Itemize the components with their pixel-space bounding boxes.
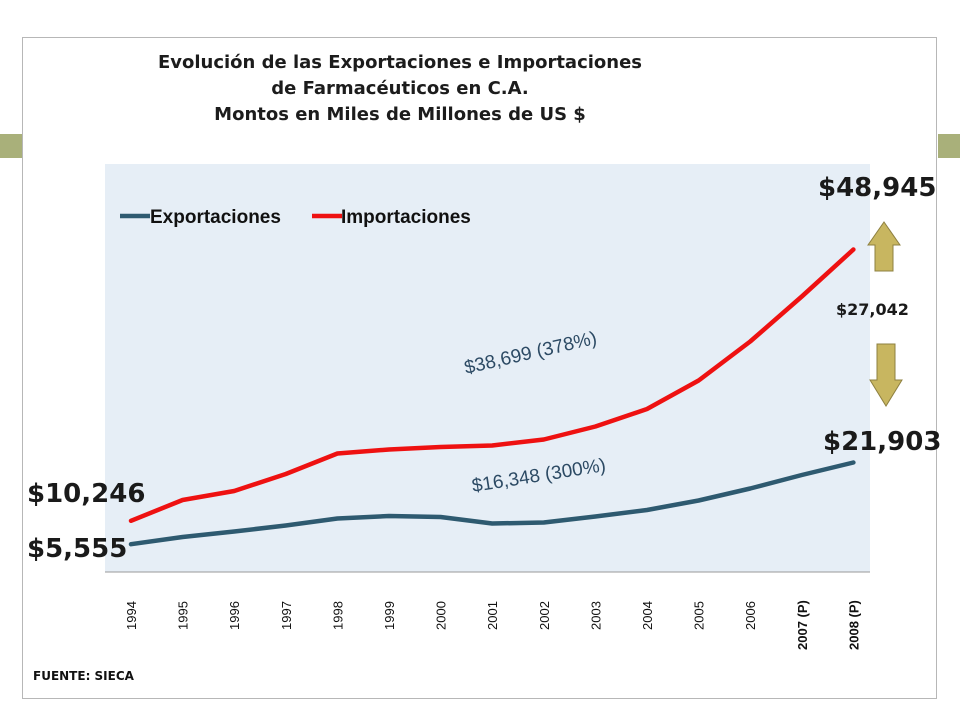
end-imports-label: $48,945 — [818, 173, 936, 203]
x-tick-label: 1999 — [382, 601, 397, 630]
x-tick-label: 2007 (P) — [795, 600, 810, 650]
right-decor-tab — [938, 134, 960, 158]
x-tick-label: 1997 — [279, 601, 294, 630]
plot-area — [105, 164, 870, 572]
slide-frame — [22, 37, 937, 699]
x-tick-label: 2001 — [485, 601, 500, 630]
x-tick-label: 2002 — [537, 601, 552, 630]
start-exports-label: $5,555 — [27, 534, 127, 564]
exportaciones-line — [128, 460, 856, 547]
x-tick-label: 2008 (P) — [846, 600, 861, 650]
x-tick-label: 2005 — [692, 601, 707, 630]
arrow-down-icon — [869, 343, 903, 407]
title-line-3: Montos en Miles de Millones de US $ — [214, 104, 586, 125]
end-exports-label: $21,903 — [823, 427, 941, 457]
chart-title: Evolución de las Exportaciones e Importa… — [40, 50, 760, 128]
x-tick-label: 2006 — [743, 601, 758, 630]
importaciones-line — [128, 247, 856, 524]
legend: Exportaciones Importaciones — [120, 207, 471, 228]
x-tick-label: 1996 — [227, 601, 242, 630]
difference-label: $27,042 — [836, 300, 909, 319]
legend-label-exportaciones: Exportaciones — [150, 207, 281, 228]
x-tick-label: 2004 — [640, 601, 655, 630]
left-decor-tab — [0, 134, 22, 158]
start-imports-label: $10,246 — [27, 479, 145, 509]
title-line-2: de Farmacéuticos en C.A. — [271, 78, 529, 99]
x-tick-label: 2000 — [434, 601, 449, 630]
legend-label-importaciones: Importaciones — [341, 207, 471, 228]
title-line-1: Evolución de las Exportaciones e Importa… — [157, 52, 643, 73]
x-tick-label: 1998 — [330, 601, 345, 630]
arrow-up-icon — [867, 221, 901, 272]
source-note: FUENTE: SIECA — [33, 669, 134, 683]
x-tick-label: 1994 — [124, 601, 139, 630]
x-axis-labels: 1994 1995 1996 1997 1998 1999 2000 2001 2002 2003… — [124, 600, 861, 650]
x-tick-label: 1995 — [176, 601, 191, 630]
x-tick-label: 2003 — [588, 601, 603, 630]
